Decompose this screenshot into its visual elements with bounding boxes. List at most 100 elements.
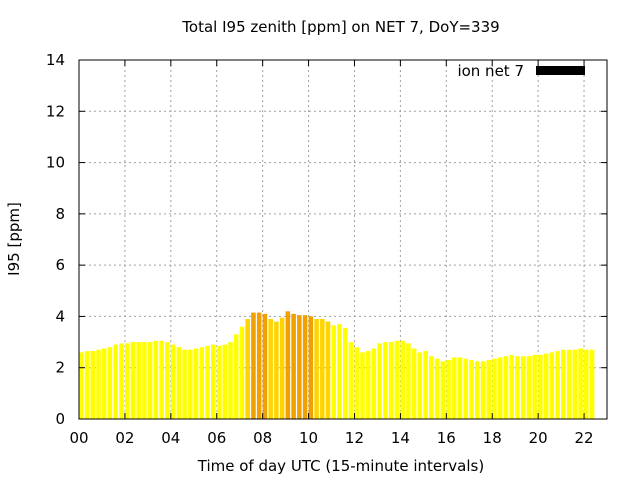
bar xyxy=(331,325,337,419)
bar xyxy=(228,342,233,419)
bar xyxy=(555,351,560,419)
bar xyxy=(107,347,113,419)
bar xyxy=(457,357,463,419)
bar xyxy=(497,357,503,419)
bar xyxy=(79,352,84,419)
bar xyxy=(509,354,514,419)
bar xyxy=(170,344,176,419)
bar xyxy=(561,349,566,419)
y-tick-label: 14 xyxy=(46,51,65,69)
bar xyxy=(538,354,543,419)
bar xyxy=(136,342,141,419)
x-tick-label: 16 xyxy=(437,429,456,447)
x-tick-label: 12 xyxy=(345,429,364,447)
legend: ion net 7 xyxy=(457,62,585,80)
bar xyxy=(90,351,96,419)
bar xyxy=(182,349,187,419)
bar xyxy=(589,349,595,419)
bar xyxy=(360,352,365,419)
bar xyxy=(480,361,486,419)
bar xyxy=(388,342,394,419)
bar xyxy=(383,342,388,419)
bar xyxy=(256,312,262,419)
legend-label: ion net 7 xyxy=(457,62,524,80)
bar xyxy=(188,349,193,419)
bar xyxy=(314,318,319,419)
x-axis-label: Time of day UTC (15-minute intervals) xyxy=(197,457,484,475)
bar xyxy=(302,315,308,419)
bar xyxy=(130,342,136,419)
plot-frame xyxy=(78,59,608,420)
bar xyxy=(176,347,182,419)
bar xyxy=(325,321,331,419)
bar xyxy=(354,347,360,419)
bar xyxy=(452,357,457,419)
bar xyxy=(434,358,440,419)
bar xyxy=(503,356,509,419)
y-tick-label: 4 xyxy=(55,307,65,325)
bar xyxy=(337,324,342,419)
bar xyxy=(348,342,354,419)
bar xyxy=(211,344,216,419)
bar xyxy=(251,312,256,419)
bar xyxy=(291,313,296,419)
bar xyxy=(532,354,537,419)
bar xyxy=(124,343,130,419)
bar xyxy=(193,348,199,419)
y-ticks: 0 2 4 6 8 10 12 14 xyxy=(46,51,607,428)
bar xyxy=(239,326,245,419)
bar xyxy=(274,321,279,419)
bar xyxy=(153,340,159,419)
y-tick-label: 0 xyxy=(55,410,65,428)
bar xyxy=(520,356,526,419)
chart-title: Total I95 zenith [ppm] on NET 7, DoY=339 xyxy=(181,18,499,36)
bar xyxy=(205,345,210,419)
bar xyxy=(406,343,411,419)
bar xyxy=(486,360,492,419)
bar xyxy=(526,356,532,419)
bar xyxy=(297,315,302,419)
bar xyxy=(320,318,325,419)
bar xyxy=(492,358,497,419)
bar xyxy=(308,316,314,419)
bar xyxy=(165,342,170,419)
bar xyxy=(371,348,377,419)
bar xyxy=(549,352,555,419)
x-tick-label: 00 xyxy=(69,429,88,447)
bar xyxy=(417,352,423,419)
legend-swatch xyxy=(536,66,585,75)
bar xyxy=(429,356,434,419)
bar xyxy=(245,318,250,419)
bar xyxy=(566,349,572,419)
bar xyxy=(119,343,124,419)
bar xyxy=(199,347,205,419)
x-tick-label: 20 xyxy=(529,429,548,447)
x-tick-label: 06 xyxy=(207,429,226,447)
bar xyxy=(515,356,520,419)
y-tick-label: 10 xyxy=(46,154,65,172)
bar xyxy=(543,353,549,419)
bar xyxy=(159,340,164,419)
bar xyxy=(233,334,239,419)
bar xyxy=(394,340,400,419)
bar xyxy=(377,343,382,419)
bar xyxy=(96,349,101,419)
bar xyxy=(279,317,285,419)
bars xyxy=(79,311,595,419)
bar xyxy=(475,361,480,419)
y-tick-label: 2 xyxy=(55,359,65,377)
bar xyxy=(440,361,446,419)
bar xyxy=(400,340,405,419)
x-ticks: 00 02 04 06 08 10 12 14 16 18 20 22 xyxy=(69,60,594,447)
x-tick-label: 14 xyxy=(391,429,410,447)
x-tick-label: 02 xyxy=(115,429,134,447)
bar xyxy=(343,327,348,419)
bar xyxy=(584,349,589,419)
y-tick-label: 8 xyxy=(55,205,65,223)
bar xyxy=(84,351,90,419)
x-tick-label: 18 xyxy=(483,429,502,447)
bar xyxy=(142,342,147,419)
bar xyxy=(216,345,222,419)
y-tick-label: 6 xyxy=(55,256,65,274)
